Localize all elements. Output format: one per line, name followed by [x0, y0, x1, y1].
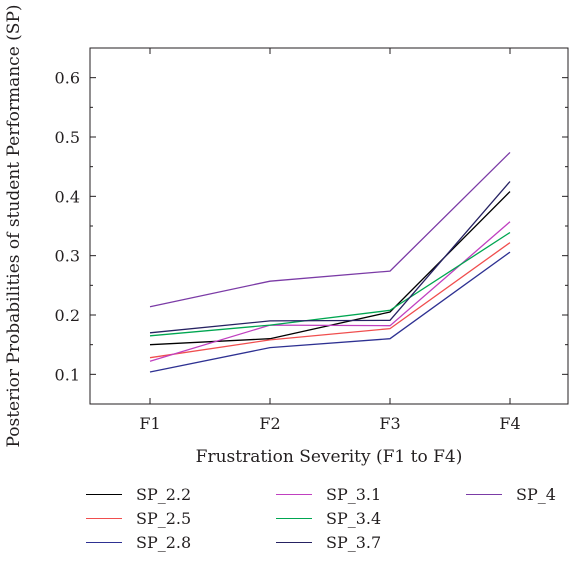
x-axis-label: Frustration Severity (F1 to F4) [196, 447, 463, 467]
y-tick-label: 0.1 [55, 365, 80, 384]
legend-swatch [86, 541, 122, 543]
legend-item: SP_2.2 [86, 484, 191, 504]
legend-item: SP_4 [466, 484, 556, 504]
legend-label: SP_2.2 [136, 484, 192, 504]
y-tick-label: 0.3 [55, 247, 80, 266]
series-line-sp-2-8 [149, 251, 511, 373]
series-line-sp-3-1 [149, 221, 511, 362]
legend-label: SP_3.4 [326, 508, 382, 528]
legend-swatch [466, 493, 502, 495]
x-tick-label: F3 [379, 414, 400, 433]
x-tick-label: F4 [499, 414, 520, 433]
legend-item: SP_3.1 [276, 484, 381, 504]
series-line-sp-3-4 [149, 231, 511, 337]
series-line-sp-3-7 [149, 181, 511, 334]
x-axis: F1 F2 F3 F4 [139, 48, 521, 433]
legend-label: SP_3.7 [326, 532, 382, 552]
legend-item: SP_3.4 [276, 508, 381, 528]
x-tick-label: F2 [259, 414, 280, 433]
y-tick-label: 0.4 [55, 187, 80, 206]
legend-label: SP_2.5 [136, 508, 192, 528]
legend-swatch [276, 517, 312, 519]
series-lines [149, 151, 511, 373]
legend-item: SP_2.8 [86, 532, 191, 552]
x-tick-label: F1 [139, 414, 160, 433]
series-line-sp-4 [149, 151, 511, 308]
y-tick-label: 0.6 [55, 69, 80, 88]
legend-label: SP_4 [516, 484, 556, 504]
legend-swatch [86, 493, 122, 495]
legend-swatch [276, 541, 312, 543]
legend-item: SP_2.5 [86, 508, 191, 528]
y-tick-label: 0.2 [55, 306, 80, 325]
y-tick-label: 0.5 [55, 128, 80, 147]
legend-swatch [86, 517, 122, 519]
legend-item: SP_3.7 [276, 532, 381, 552]
plot-frame [89, 47, 569, 405]
legend-label: SP_3.1 [326, 484, 382, 504]
series-line-sp-2-5 [149, 242, 511, 359]
y-axis: 0.1 0.2 0.3 0.4 0.5 0.6 [55, 47, 568, 405]
legend-label: SP_2.8 [136, 532, 192, 552]
y-axis-label: Posterior Probabilities of student Perfo… [4, 4, 24, 447]
legend-swatch [276, 493, 312, 495]
